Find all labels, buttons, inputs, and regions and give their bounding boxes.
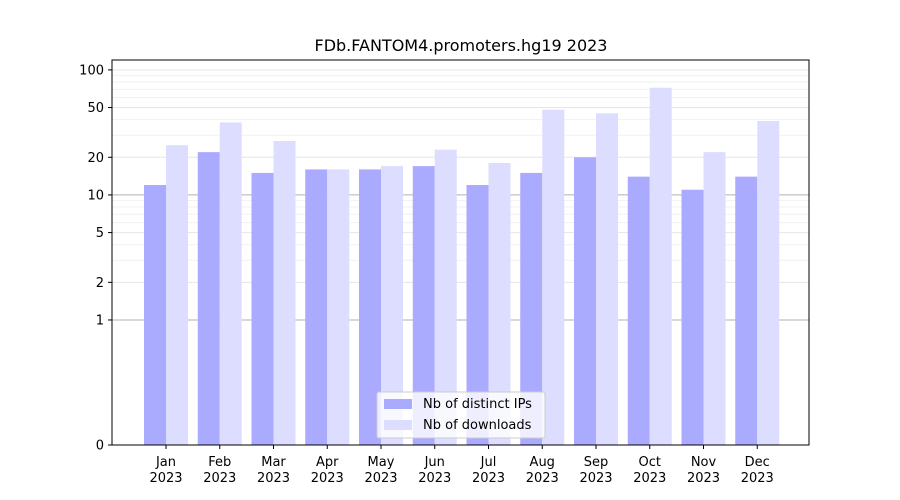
x-tick-label-month: May (368, 455, 395, 470)
bar-downloads (488, 163, 511, 445)
bars (144, 87, 780, 446)
plot-frame (111, 59, 810, 446)
legend-label-downloads: Nb of downloads (423, 418, 532, 433)
bar-downloads (649, 87, 672, 445)
legend-swatch-downloads (384, 420, 412, 430)
legend-label-ips: Nb of distinct IPs (423, 397, 532, 412)
y-axis: 0 1 2 5 10 20 50 100 (79, 63, 112, 454)
x-tick-label-month: Oct (639, 455, 661, 470)
x-tick-label-month: Aug (530, 455, 555, 470)
x-tick-label-year: 2023 (311, 471, 344, 486)
bar-distinct-ips (574, 157, 596, 445)
bar-distinct-ips (627, 176, 650, 445)
bar-downloads (703, 152, 726, 445)
x-tick-label-year: 2023 (418, 471, 451, 486)
legend: Nb of distinct IPs Nb of downloads (376, 391, 546, 439)
bar-distinct-ips (681, 189, 704, 445)
x-tick-label-year: 2023 (741, 471, 774, 486)
x-tick-label-year: 2023 (579, 471, 612, 486)
y-tick-label: 100 (79, 63, 104, 78)
x-tick-label-year: 2023 (257, 471, 290, 486)
y-tick-label: 20 (87, 151, 104, 166)
x-tick-label-year: 2023 (472, 471, 505, 486)
x-tick-label-month: Jun (424, 455, 445, 470)
x-tick-label-month: Mar (261, 455, 286, 470)
x-tick-label-year: 2023 (687, 471, 720, 486)
x-tick-label-month: Feb (208, 455, 231, 470)
x-tick-label-month: Jan (155, 455, 176, 470)
bar-downloads (166, 145, 188, 445)
bar-distinct-ips (359, 169, 381, 445)
bar-downloads (757, 121, 780, 446)
x-tick-label-year: 2023 (364, 471, 397, 486)
y-tick-label: 1 (96, 313, 104, 328)
x-tick-label-year: 2023 (526, 471, 559, 486)
bar-distinct-ips (412, 166, 435, 445)
x-axis: Jan2023Feb2023Mar2023Apr2023May2023Jun20… (149, 445, 774, 486)
bar-distinct-ips (197, 152, 220, 445)
bar-distinct-ips (520, 172, 543, 445)
y-tick-label: 10 (87, 188, 104, 203)
legend-swatch-ips (384, 399, 412, 409)
bar-downloads (327, 169, 350, 445)
bar-downloads (542, 109, 565, 445)
bar-downloads (434, 149, 457, 446)
bar-downloads (596, 113, 618, 445)
x-tick-label-month: Jul (480, 455, 497, 470)
x-tick-label-year: 2023 (149, 471, 182, 486)
legend-frame (376, 391, 546, 439)
x-tick-label-year: 2023 (633, 471, 666, 486)
y-tick-label: 50 (87, 101, 104, 116)
bar-distinct-ips (144, 185, 166, 445)
x-tick-label-month: Nov (691, 455, 717, 470)
x-tick-label-month: Dec (745, 455, 770, 470)
x-tick-label-year: 2023 (203, 471, 236, 486)
x-tick-label-month: Apr (316, 455, 339, 470)
bar-downloads (381, 166, 403, 445)
bar-downloads (273, 140, 296, 445)
chart-title: FDb.FANTOM4.promoters.hg19 2023 (315, 36, 608, 55)
bar-distinct-ips (251, 172, 274, 445)
y-tick-label: 0 (96, 439, 104, 454)
y-tick-label: 2 (96, 276, 104, 291)
bar-downloads (219, 122, 242, 445)
x-tick-label-month: Sep (584, 455, 609, 470)
bar-distinct-ips (305, 169, 328, 445)
bar-distinct-ips (735, 176, 758, 445)
y-tick-label: 5 (96, 226, 104, 241)
bar-distinct-ips (466, 185, 489, 445)
